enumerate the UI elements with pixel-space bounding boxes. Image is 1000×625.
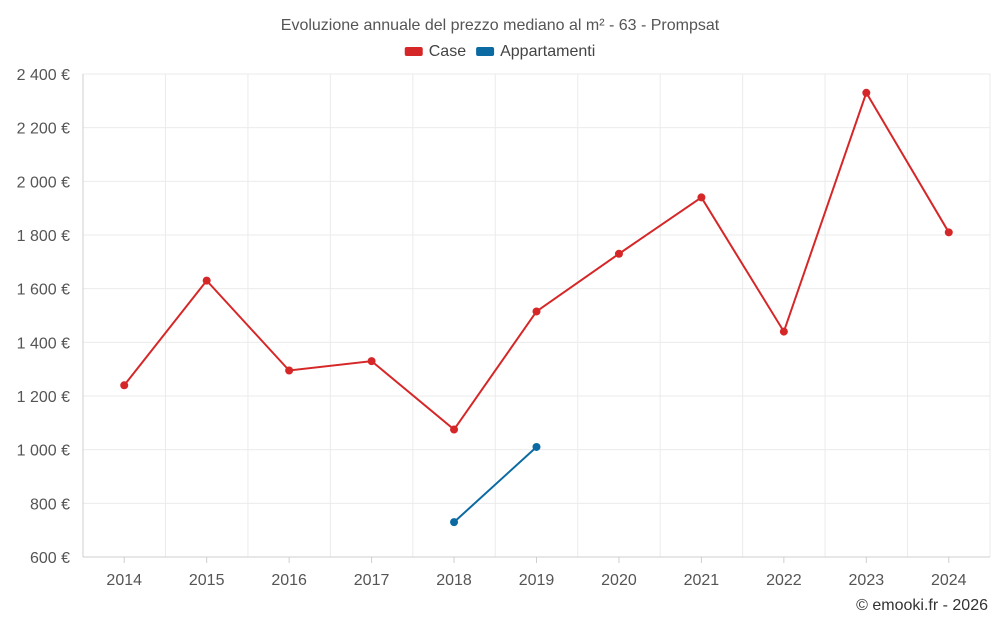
y-tick-label: 1 000 €	[17, 443, 70, 460]
data-point-case-2018[interactable]	[450, 425, 459, 434]
x-tick-label: 2015	[189, 572, 225, 589]
data-point-case-2019[interactable]	[532, 307, 541, 316]
y-tick-label: 2 200 €	[17, 121, 70, 138]
y-tick-label: 800 €	[30, 496, 70, 513]
series-case	[120, 88, 953, 434]
data-point-case-2017[interactable]	[367, 357, 376, 366]
y-tick-label: 1 800 €	[17, 228, 70, 245]
x-tick-label: 2023	[849, 572, 885, 589]
chart-title: Evoluzione annuale del prezzo mediano al…	[281, 17, 720, 34]
data-point-case-2024[interactable]	[944, 228, 953, 237]
x-tick-label: 2020	[601, 572, 637, 589]
data-point-case-2023[interactable]	[862, 88, 871, 97]
y-tick-label: 1 600 €	[17, 282, 70, 299]
y-tick-label: 2 400 €	[17, 67, 70, 84]
data-point-case-2016[interactable]	[285, 366, 294, 375]
series-layer	[120, 88, 953, 527]
x-tick-label: 2021	[684, 572, 720, 589]
data-point-case-2022[interactable]	[779, 327, 788, 336]
data-point-case-2014[interactable]	[120, 381, 129, 390]
data-point-case-2021[interactable]	[697, 193, 706, 202]
data-point-case-2015[interactable]	[202, 276, 211, 285]
x-tick-label: 2018	[436, 572, 472, 589]
axes: 600 € 800 € 1 000 € 1 200 € 1 400 € 1 600 € 1 …	[17, 67, 990, 589]
y-tick-label: 1 400 €	[17, 335, 70, 352]
x-tick-label: 2016	[271, 572, 307, 589]
legend-item-appartamenti[interactable]: Appartamenti	[476, 43, 595, 60]
series-appartamenti	[450, 442, 541, 527]
legend-item-case[interactable]: Case	[404, 43, 466, 60]
data-point-case-2020[interactable]	[614, 249, 623, 258]
legend-label: Case	[429, 43, 466, 60]
x-tick-label: 2024	[931, 572, 967, 589]
y-tick-label: 1 200 €	[17, 389, 70, 406]
series-line-appartamenti	[453, 446, 538, 523]
legend-swatch	[404, 47, 423, 56]
legend-swatch	[476, 47, 495, 56]
data-point-appartamenti-2019[interactable]	[532, 442, 541, 451]
legend-label: Appartamenti	[500, 43, 595, 60]
gridlines	[82, 73, 991, 558]
credit-text: © emooki.fr - 2026	[856, 597, 988, 614]
x-tick-label: 2022	[766, 572, 802, 589]
y-tick-label: 2 000 €	[17, 174, 70, 191]
x-tick-label: 2014	[106, 572, 142, 589]
y-tick-label: 600 €	[30, 550, 70, 567]
legend[interactable]: Case Appartamenti	[404, 43, 596, 60]
x-tick-label: 2017	[354, 572, 390, 589]
data-point-appartamenti-2018[interactable]	[450, 518, 459, 527]
x-tick-label: 2019	[519, 572, 555, 589]
